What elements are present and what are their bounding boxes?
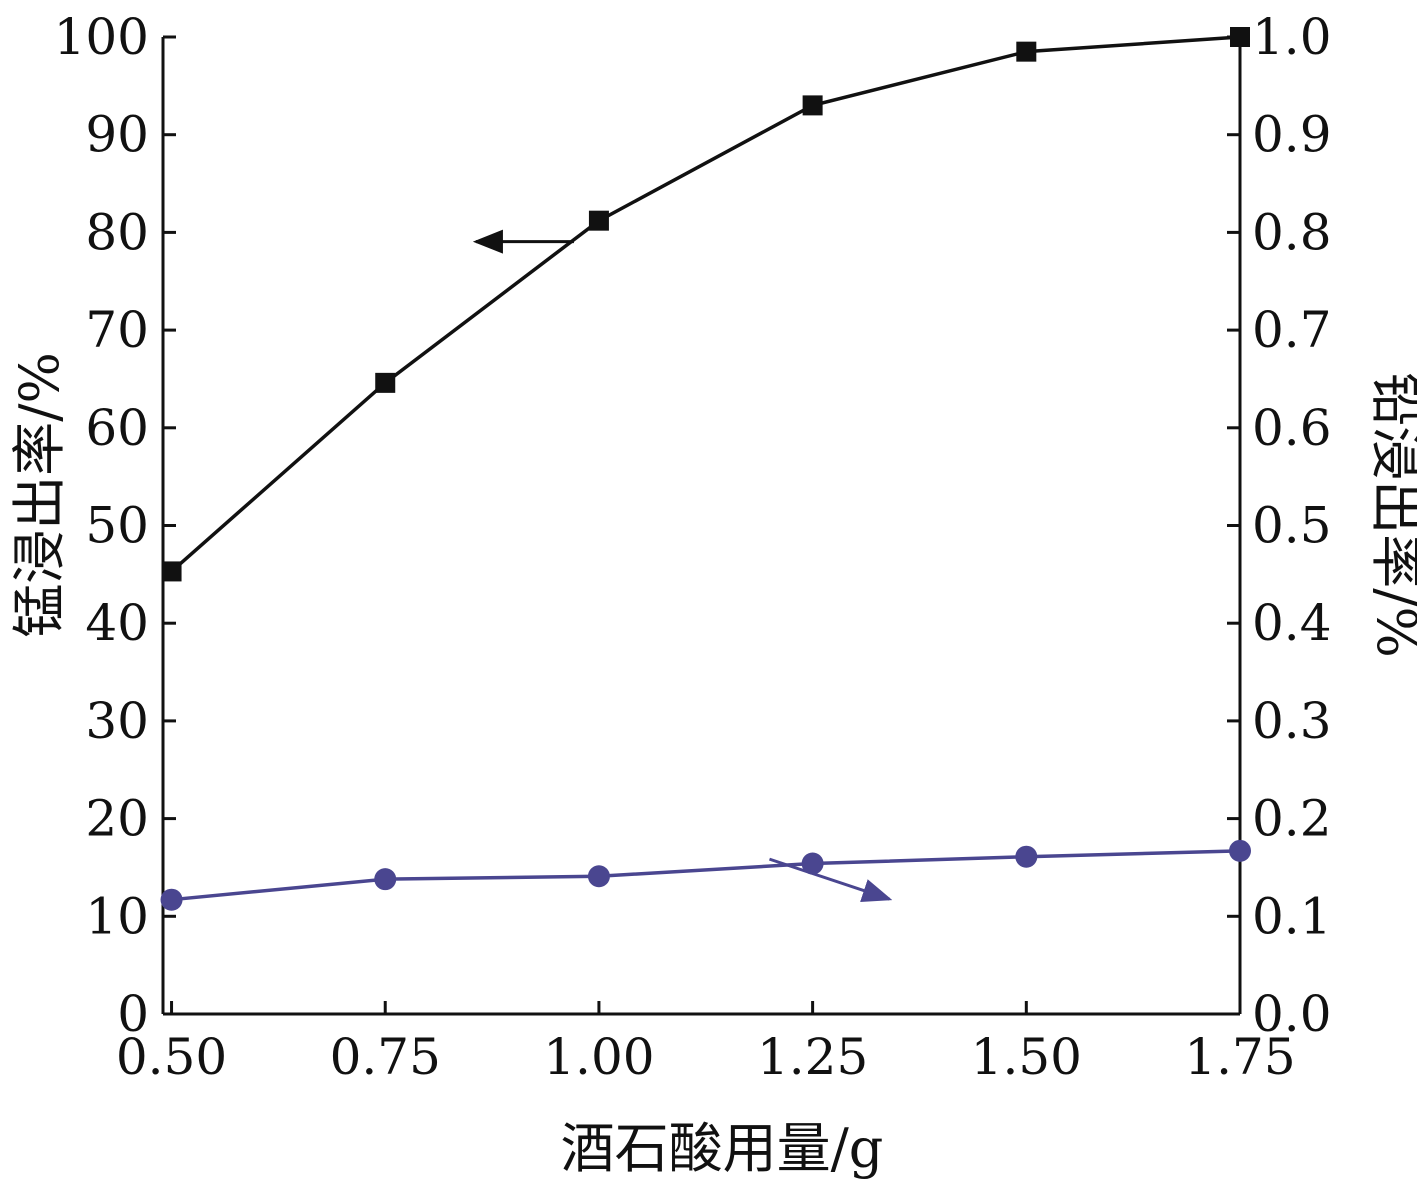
data-point-circle: [160, 888, 183, 911]
right-y-tick-label: 0.3: [1252, 692, 1332, 750]
left-y-tick-label: 10: [85, 887, 149, 945]
left-y-tick-label: 50: [85, 497, 149, 555]
right-y-axis-title: 铅浸出率/%: [1365, 372, 1417, 658]
axes: [161, 37, 1242, 1016]
right-y-tick-label: 0.1: [1252, 887, 1332, 945]
series-line-left: [170, 35, 1241, 573]
x-tick-label: 1.75: [1184, 1028, 1295, 1086]
x-tick-label: 1.00: [543, 1028, 654, 1086]
x-tick-label: 0.75: [330, 1028, 441, 1086]
data-point-circle: [374, 868, 397, 891]
arrow-to-right-axis: [768, 857, 893, 902]
left-y-tick-label: 80: [85, 203, 149, 261]
left-y-tick-label: 70: [85, 301, 149, 359]
series: [160, 27, 1251, 911]
right-y-tick-label: 0.9: [1252, 106, 1332, 164]
right-y-tick-label: 0.2: [1252, 790, 1332, 848]
left-y-tick-label: 100: [54, 8, 149, 66]
x-axis-title: 酒石酸用量/g: [561, 1117, 884, 1180]
left-y-axis-title: 锰浸出率/%: [8, 352, 71, 638]
series-line-right: [171, 849, 1241, 902]
series-indicators: [472, 229, 893, 902]
ticks: 0 10 20 30 40 50 60 70 80 90 100 0.0 0.1 0.2 0.3 0.4 0.5…: [54, 8, 1332, 1086]
left-y-tick-label: 60: [85, 399, 149, 457]
right-y-tick-label: 0.7: [1252, 301, 1332, 359]
data-point-square: [588, 210, 609, 231]
right-y-tick-label: 0.6: [1252, 399, 1332, 457]
data-point-circle: [587, 865, 610, 888]
left-y-tick-label: 0: [117, 985, 149, 1043]
data-point-square: [802, 95, 823, 116]
left-y-tick-label: 30: [85, 692, 149, 750]
right-y-tick-label: 0.4: [1252, 594, 1332, 652]
right-y-tick-label: 0.5: [1252, 497, 1332, 555]
data-point-square: [375, 372, 396, 393]
data-point-square: [161, 561, 182, 582]
data-point-square: [1230, 27, 1250, 47]
data-point-square: [1016, 41, 1037, 62]
right-y-tick-label: 1.0: [1252, 8, 1332, 66]
data-point-circle: [1229, 839, 1251, 862]
data-point-circle: [1015, 845, 1038, 868]
left-y-tick-label: 40: [85, 594, 149, 652]
left-y-tick-label: 90: [85, 106, 149, 164]
right-y-tick-label: 0.0: [1252, 985, 1332, 1043]
right-y-tick-label: 0.8: [1252, 203, 1332, 261]
data-point-circle: [801, 852, 824, 875]
left-y-tick-label: 20: [85, 790, 149, 848]
x-tick-label: 0.50: [116, 1028, 227, 1086]
x-tick-label: 1.25: [757, 1028, 868, 1086]
x-tick-label: 1.50: [971, 1028, 1082, 1086]
